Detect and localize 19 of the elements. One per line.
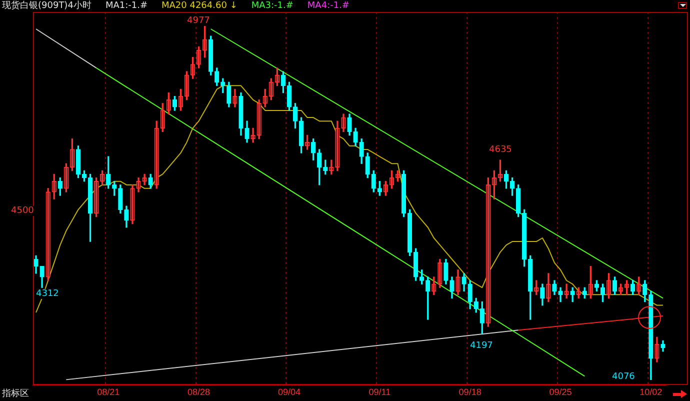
x-tick-label: 10/02 bbox=[640, 386, 662, 397]
text: MA1:-1.# bbox=[105, 1, 148, 11]
x-tick-label: 09/25 bbox=[549, 386, 572, 397]
annotation: 4076 bbox=[612, 372, 635, 382]
text: MA4:-1.# bbox=[307, 1, 350, 11]
x-tick-label: 08/28 bbox=[188, 386, 210, 397]
chart-title: 现货白银(909T)4小时 bbox=[2, 1, 92, 11]
text: MA20 4264.60 ↓ bbox=[162, 1, 238, 11]
x-tick-label: 09/18 bbox=[458, 386, 482, 397]
annotation: 4500 bbox=[11, 206, 34, 216]
text: 指标区 bbox=[2, 389, 29, 399]
annotation: 4977 bbox=[187, 16, 210, 26]
x-tick-label: 08/21 bbox=[97, 386, 120, 397]
annotation: 4197 bbox=[470, 341, 493, 351]
x-tick-label: 09/11 bbox=[368, 386, 391, 397]
annotation: 4635 bbox=[489, 145, 512, 155]
text: MA3:-1.# bbox=[251, 1, 294, 11]
x-tick-label: 09/04 bbox=[278, 386, 300, 397]
annotation: 4312 bbox=[36, 289, 59, 299]
